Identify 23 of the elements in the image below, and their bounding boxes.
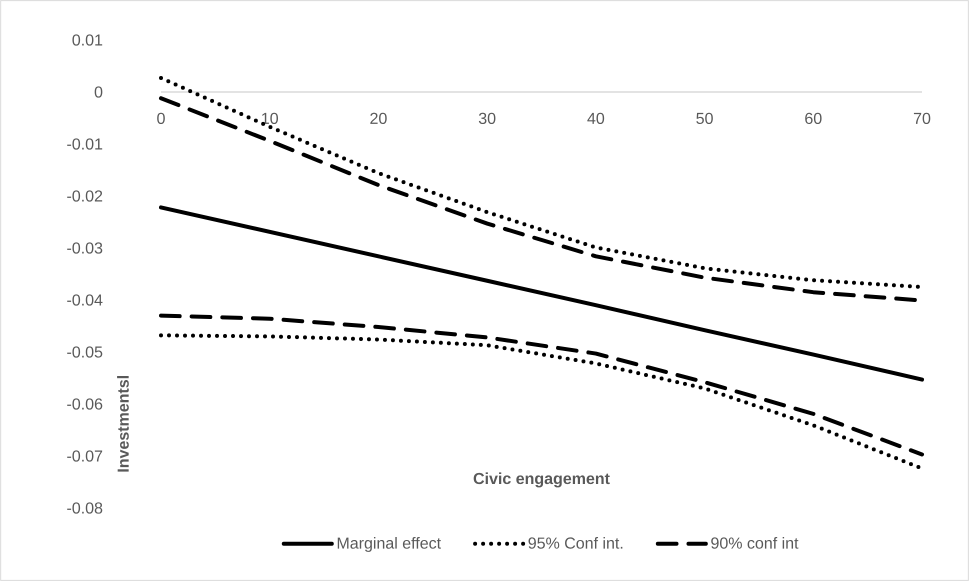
x-tick-label: 50 bbox=[696, 112, 713, 124]
y-tick-label: -0.08 bbox=[67, 502, 102, 514]
y-tick-label: -0.02 bbox=[67, 190, 102, 202]
y-tick-label: 0 bbox=[94, 86, 102, 98]
y-axis-title: Investmentsl bbox=[117, 376, 129, 472]
x-tick-label: 60 bbox=[805, 112, 822, 124]
x-tick-label: 0 bbox=[157, 112, 165, 124]
x-axis-title: Civic engagement bbox=[474, 472, 610, 488]
legend-label: 90% conf int bbox=[711, 537, 798, 549]
x-tick-label: 30 bbox=[478, 112, 496, 124]
y-tick-label: -0.04 bbox=[67, 294, 102, 306]
x-tick-label: 20 bbox=[370, 112, 387, 124]
x-tick-label: 70 bbox=[914, 112, 930, 124]
x-tick-label: 40 bbox=[587, 112, 604, 124]
y-tick-label: 0.01 bbox=[72, 34, 102, 46]
y-tick-label: -0.01 bbox=[67, 138, 102, 150]
line-series bbox=[159, 314, 924, 456]
legend-label: Marginal effect bbox=[338, 537, 441, 552]
y-tick-label: -0.05 bbox=[67, 346, 102, 358]
y-tick-label: -0.06 bbox=[67, 398, 102, 410]
y-tick-label: -0.07 bbox=[67, 450, 102, 462]
legend-label: 95% Conf int. bbox=[528, 537, 622, 549]
y-tick-label: -0.03 bbox=[67, 242, 102, 254]
